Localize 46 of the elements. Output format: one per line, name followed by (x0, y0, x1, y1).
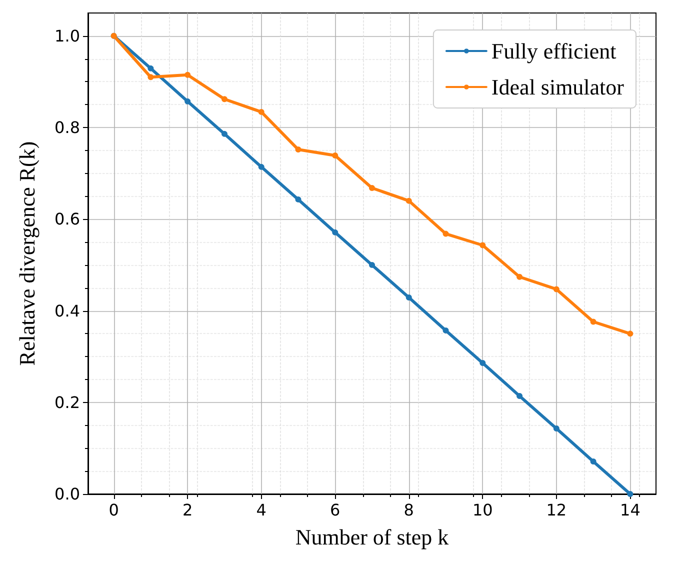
point (553, 286, 560, 292)
point (332, 152, 338, 158)
point (406, 294, 412, 300)
y-tick-label: 0.6 (54, 210, 80, 229)
point (627, 330, 634, 337)
y-axis-title: Relatave divergence R(k) (14, 141, 40, 366)
point (258, 108, 264, 115)
point (516, 392, 523, 399)
point (258, 164, 264, 170)
y-tick-label: 0.4 (54, 301, 80, 320)
point (184, 72, 191, 78)
y-tick-label: 0.8 (54, 118, 80, 138)
y-tick-label: 0.0 (54, 484, 80, 504)
point (442, 327, 449, 334)
point (221, 130, 228, 137)
point (332, 229, 338, 236)
x-tick-label: 2 (182, 500, 193, 520)
x-tick-label: 4 (256, 500, 266, 520)
point (627, 491, 634, 497)
point (590, 318, 596, 325)
point (295, 196, 302, 202)
x-axis-title: Number of step k (295, 524, 449, 550)
x-tick-label: 6 (330, 500, 340, 520)
point (148, 65, 154, 72)
x-tick-label: 14 (620, 500, 640, 520)
point (590, 458, 596, 464)
point (406, 198, 412, 204)
point (480, 242, 486, 248)
legend-label: Fully efficient (491, 38, 616, 64)
x-tick-label: 10 (472, 500, 493, 520)
x-tick-label: 0 (108, 500, 119, 520)
point (184, 98, 191, 104)
x-tick-label: 12 (546, 500, 567, 520)
point (442, 230, 449, 237)
point (480, 360, 486, 366)
y-tick-label: 1.0 (54, 26, 80, 46)
point (369, 262, 375, 268)
legend-label: Ideal simulator (491, 74, 625, 100)
point (295, 146, 302, 153)
point (221, 96, 228, 102)
x-tick-label: 8 (404, 500, 414, 520)
point (516, 274, 523, 280)
point (369, 184, 375, 191)
point (148, 74, 154, 80)
y-tick-label: 0.2 (54, 392, 80, 412)
point (553, 425, 560, 432)
